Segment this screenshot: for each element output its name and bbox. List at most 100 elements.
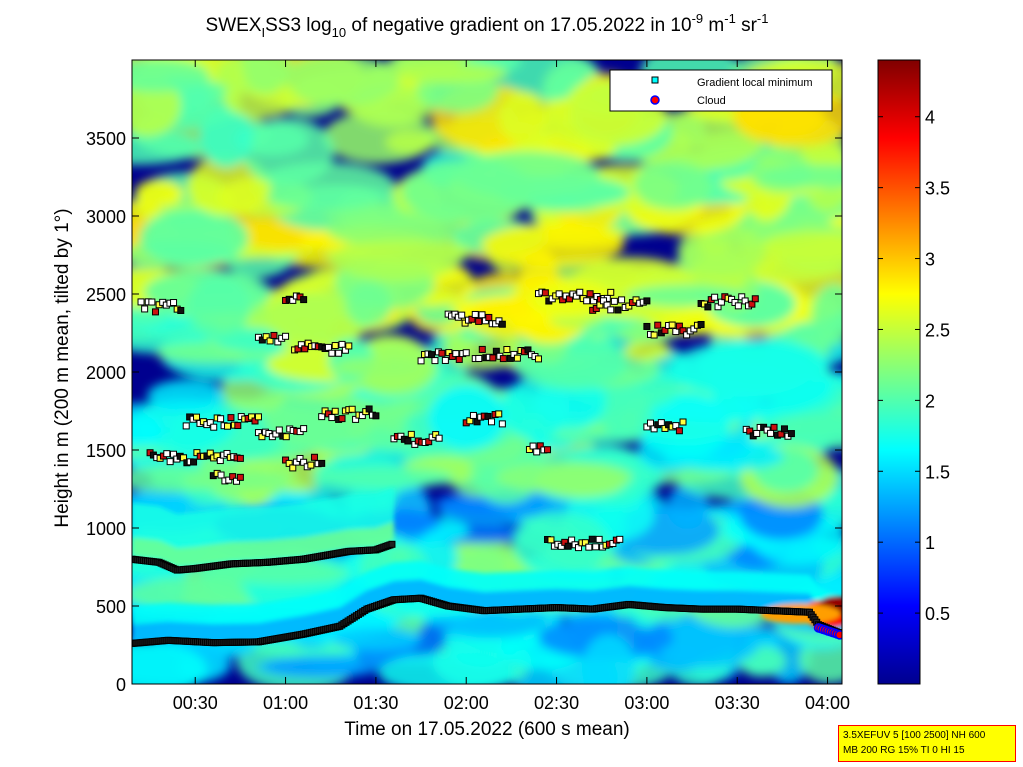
marker-square: [473, 418, 481, 426]
marker-square: [610, 297, 618, 305]
marker-square: [338, 340, 346, 348]
marker-square: [767, 429, 775, 437]
marker-square: [318, 459, 326, 467]
marker-square: [282, 332, 290, 340]
marker-square: [233, 477, 241, 485]
info-line-2: MB 200 RG 15% TI 0 HI 15: [843, 745, 965, 756]
marker-square: [427, 351, 435, 359]
colorbar-tick-label: 0.5: [925, 604, 950, 624]
marker-square: [672, 422, 680, 430]
marker-square: [475, 317, 483, 325]
marker-square: [266, 337, 274, 345]
marker-square: [657, 419, 665, 427]
marker-square: [513, 354, 521, 362]
x-axis: 00:30 01:00 01:30 02:00 02:30 03:00 03:30 04:00: [173, 60, 850, 713]
marker-square: [177, 306, 185, 314]
legend-label-cloud: Cloud: [697, 95, 726, 107]
marker-square: [270, 331, 278, 339]
marker-square: [296, 454, 304, 462]
marker-square: [675, 322, 683, 330]
legend-label-gradient-minimum: Gradient local minimum: [697, 77, 813, 89]
marker-square: [331, 407, 339, 415]
marker-square: [300, 296, 308, 304]
marker-square: [292, 458, 300, 466]
marker-square: [331, 342, 339, 350]
marker-square: [182, 422, 190, 430]
marker-square: [564, 542, 572, 550]
y-tick-label: 1500: [86, 441, 126, 461]
marker-square: [485, 313, 493, 321]
y-tick-label: 2500: [86, 285, 126, 305]
marker-square: [585, 543, 593, 551]
marker-square: [592, 543, 600, 551]
marker-square: [495, 410, 503, 418]
marker-square: [586, 290, 594, 298]
marker-square: [510, 350, 518, 358]
marker-square: [704, 303, 712, 311]
marker-square: [524, 346, 532, 354]
marker-square: [234, 422, 242, 430]
marker-square: [607, 306, 615, 314]
marker-square: [151, 308, 159, 316]
marker-square: [285, 459, 293, 467]
x-axis-label: Time on 17.05.2022 (600 s mean): [344, 719, 630, 740]
y-tick-label: 2000: [86, 363, 126, 383]
x-tick-label: 01:30: [353, 693, 398, 713]
colorbar-tick-label: 3: [925, 250, 935, 270]
colorbar-axis: 0.5 1 1.5 2 2.5 3 3.5 4: [878, 108, 950, 624]
x-tick-label: 02:30: [534, 693, 579, 713]
marker-square: [607, 288, 615, 296]
marker-square: [335, 349, 343, 357]
x-tick-label: 04:00: [805, 693, 850, 713]
marker-square: [471, 310, 479, 318]
marker-square: [435, 434, 443, 442]
info-line-1: 3.5XEFUV 5 [100 2500] NH 600: [843, 730, 986, 741]
marker-square: [462, 349, 470, 357]
marker-square: [217, 415, 225, 423]
marker-square: [148, 298, 156, 306]
x-tick-label: 03:00: [624, 693, 669, 713]
marker-square: [625, 302, 633, 310]
marker-square: [469, 411, 477, 419]
marker-square: [328, 349, 336, 357]
marker-square: [576, 288, 584, 296]
marker-square: [498, 320, 506, 328]
marker-square: [441, 356, 449, 364]
marker-square: [770, 423, 778, 431]
marker-square: [679, 418, 687, 426]
marker-square: [274, 338, 282, 346]
marker-square: [544, 446, 552, 454]
marker-square: [618, 296, 626, 304]
marker-square: [643, 423, 651, 431]
colorbar-tick-label: 4: [925, 108, 935, 128]
marker-square: [654, 321, 662, 329]
marker-square: [679, 327, 687, 335]
marker-square: [614, 306, 622, 314]
marker-square: [310, 453, 318, 461]
legend: Gradient local minimum Cloud: [609, 69, 833, 112]
marker-square: [300, 458, 308, 466]
x-tick-label: 02:00: [444, 693, 489, 713]
chart-title: SWEXISS3 log10 of negative gradient on 1…: [206, 11, 769, 40]
marker-square: [227, 414, 235, 422]
marker-square: [683, 331, 691, 339]
marker-square: [506, 354, 514, 362]
marker-square: [300, 425, 308, 433]
marker-square: [223, 422, 231, 430]
legend-marker-gradient-minimum: [651, 76, 659, 84]
marker-square: [210, 423, 218, 431]
marker-square: [229, 473, 237, 481]
marker-square: [452, 350, 460, 358]
marker-square: [753, 429, 761, 437]
marker-square: [455, 355, 463, 363]
marker-square: [262, 333, 270, 341]
marker-square: [661, 326, 669, 334]
marker-square: [438, 349, 446, 357]
marker-square: [534, 355, 542, 363]
y-tick-label: 3000: [86, 207, 126, 227]
marker-square: [478, 345, 486, 353]
marker-square: [646, 419, 654, 427]
marker-square: [492, 347, 500, 355]
marker-square: [404, 437, 412, 445]
